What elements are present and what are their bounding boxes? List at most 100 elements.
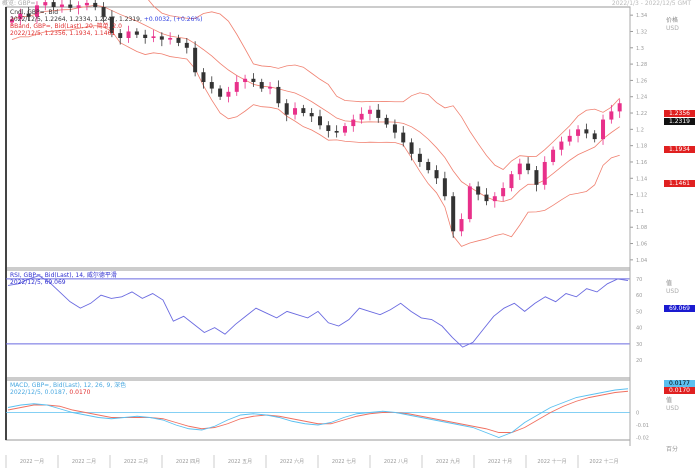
candle-body xyxy=(409,142,414,154)
pane-frame xyxy=(5,269,631,379)
candle-body xyxy=(376,109,381,118)
candle-body xyxy=(193,47,198,73)
rsi-value: 2022/12/5, 69.069 xyxy=(10,279,66,286)
candle-body xyxy=(176,37,181,43)
candle-body xyxy=(101,7,106,17)
candle-body xyxy=(517,163,522,175)
candle-body xyxy=(118,33,123,38)
month-label: 2022 四月 xyxy=(175,459,201,465)
bband-middle-line xyxy=(11,4,620,203)
price-tick-label: 1.16 xyxy=(636,160,647,166)
candle-body xyxy=(126,31,131,38)
price-axis-unit: USD xyxy=(666,25,679,32)
candle-body xyxy=(342,126,347,133)
month-label: 2022 六月 xyxy=(279,459,305,465)
candle-body xyxy=(234,82,239,92)
signal-line xyxy=(7,390,629,433)
rsi-tick-label: 60 xyxy=(636,293,642,299)
candle-body xyxy=(509,174,514,189)
price-axis-title: 价格 xyxy=(666,17,679,24)
candle-body xyxy=(26,13,31,17)
candle-body xyxy=(51,2,56,7)
candle-body xyxy=(526,163,531,171)
change-value: +0.0032, (+0.26%) xyxy=(143,16,203,23)
candle-body xyxy=(601,119,606,140)
candle-body xyxy=(492,196,497,202)
candle-body xyxy=(309,113,314,117)
macd-tick-label: -0.01 xyxy=(636,423,649,429)
price-tick-label: 1.26 xyxy=(636,78,647,84)
candle-body xyxy=(251,78,256,83)
candle-body xyxy=(484,194,489,202)
candle-body xyxy=(18,13,23,20)
candle-body xyxy=(359,113,364,120)
price-tick-label: 1.14 xyxy=(636,176,647,182)
month-label: 2022 九月 xyxy=(435,459,461,465)
candle-body xyxy=(392,124,397,133)
macd-axis-title: 值 xyxy=(666,397,673,404)
candle-body xyxy=(609,111,614,120)
candle-body xyxy=(334,130,339,133)
candle-body xyxy=(68,4,73,8)
candle-body xyxy=(259,82,264,89)
candle-body xyxy=(168,37,173,40)
candle-body xyxy=(76,5,81,8)
candle-body xyxy=(43,2,48,6)
candle-body xyxy=(318,116,322,126)
bband-upper-line xyxy=(148,0,620,170)
macd-line xyxy=(7,388,629,438)
rsi-axis-unit: USD xyxy=(666,288,679,295)
month-label: 2022 十月 xyxy=(487,459,513,465)
candle-body xyxy=(10,19,14,23)
month-label: 2022 二月 xyxy=(71,459,97,465)
pane-frame xyxy=(5,6,631,269)
candle-body xyxy=(542,161,547,185)
candle-body xyxy=(268,86,273,89)
candle-body xyxy=(93,2,98,7)
macd-legend: MACD, GBP=, Bid(Last), 12, 26, 9, 深色 xyxy=(10,382,127,389)
candle-body xyxy=(534,170,539,185)
candle-body xyxy=(143,34,148,38)
price-tick-label: 1.28 xyxy=(636,62,647,68)
candle-body xyxy=(501,188,506,197)
rsi-legend: RSI, GBP=, Bid(Last), 14, 威尔德平滑 xyxy=(10,272,117,279)
price-tick-label: 1.06 xyxy=(636,242,647,248)
bband-lower-line xyxy=(11,25,620,247)
candle-body xyxy=(592,133,597,140)
macd-tick-label: -0.02 xyxy=(636,436,649,442)
candle-body xyxy=(159,36,164,40)
price-tick-label: 1.18 xyxy=(636,144,647,150)
pane-frame xyxy=(5,379,631,441)
candle-body xyxy=(417,153,422,162)
candle-body xyxy=(467,186,472,220)
month-label: 2022 八月 xyxy=(383,459,409,465)
price-tick-label: 1.34 xyxy=(636,13,647,19)
candle-body xyxy=(617,103,622,112)
candle-body xyxy=(559,141,564,150)
candle-body xyxy=(218,88,223,97)
bband-mid-tag: 1.1934 xyxy=(664,146,695,153)
window-title: 概览: GBP= xyxy=(2,0,36,7)
candle-body xyxy=(476,186,481,195)
candle-body xyxy=(84,2,89,6)
rsi-tag: 69.069 xyxy=(664,305,695,312)
candle-body xyxy=(209,82,214,89)
last-price-tag: 1.2319 xyxy=(664,118,695,125)
candle-body xyxy=(434,170,439,179)
candle-body xyxy=(134,31,139,35)
candle-body xyxy=(384,117,389,125)
price-tick-label: 1.2 xyxy=(636,127,644,133)
candle-body xyxy=(351,119,356,127)
candle-legend: Cndl, GBP=, Bid xyxy=(10,9,59,16)
price-tick-label: 1.12 xyxy=(636,193,647,199)
bband-values: 2022/12/5, 1.2356, 1.1934, 1.1461 xyxy=(10,30,116,37)
candle-body xyxy=(567,135,572,142)
candle-body xyxy=(551,149,556,162)
candle-body xyxy=(442,178,447,197)
candle-body xyxy=(451,196,456,232)
signal-value: 0.0170 xyxy=(69,389,91,396)
candle-body xyxy=(201,72,206,83)
price-tick-label: 1.24 xyxy=(636,95,647,101)
candle-body xyxy=(293,108,298,115)
